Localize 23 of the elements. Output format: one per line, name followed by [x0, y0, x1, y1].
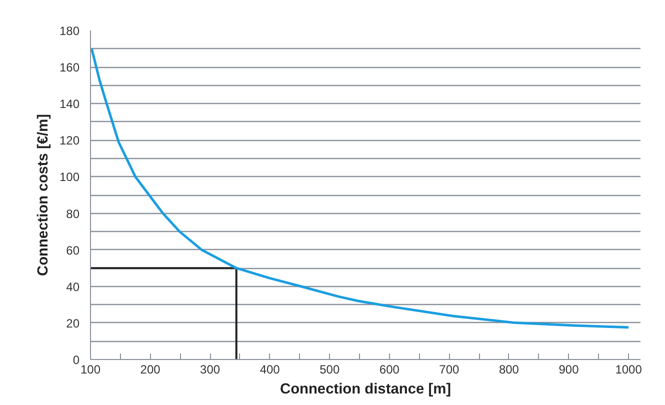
- x-tick-label: 500: [320, 362, 340, 376]
- x-tick-label: 400: [260, 362, 280, 376]
- x-tick-label: 300: [200, 362, 220, 376]
- x-tick-label: 1000: [615, 362, 642, 376]
- y-tick-label: 60: [66, 243, 80, 258]
- y-tick-label: 160: [59, 60, 80, 75]
- x-tick-label: 100: [80, 362, 101, 376]
- x-axis-title: Connection distance [m]: [280, 382, 452, 398]
- y-tick-label: 140: [59, 97, 80, 112]
- y-tick-label: 0: [72, 353, 80, 367]
- x-tick-label: 700: [439, 362, 460, 376]
- x-tick-label: 600: [379, 362, 400, 376]
- x-tick-label: 800: [498, 362, 520, 376]
- y-tick-label: 120: [59, 134, 80, 148]
- x-tick-label: 200: [140, 362, 161, 376]
- y-tick-label: 100: [59, 170, 80, 184]
- y-axis-title: Connection costs [€/m]: [35, 114, 52, 276]
- x-tick-label: 900: [558, 362, 580, 376]
- y-tick-label: 80: [66, 206, 80, 221]
- y-tick-label: 40: [66, 280, 80, 294]
- line-series: [90, 48, 630, 329]
- y-tick-label: 180: [59, 24, 80, 38]
- y-tick-label: 20: [66, 316, 80, 330]
